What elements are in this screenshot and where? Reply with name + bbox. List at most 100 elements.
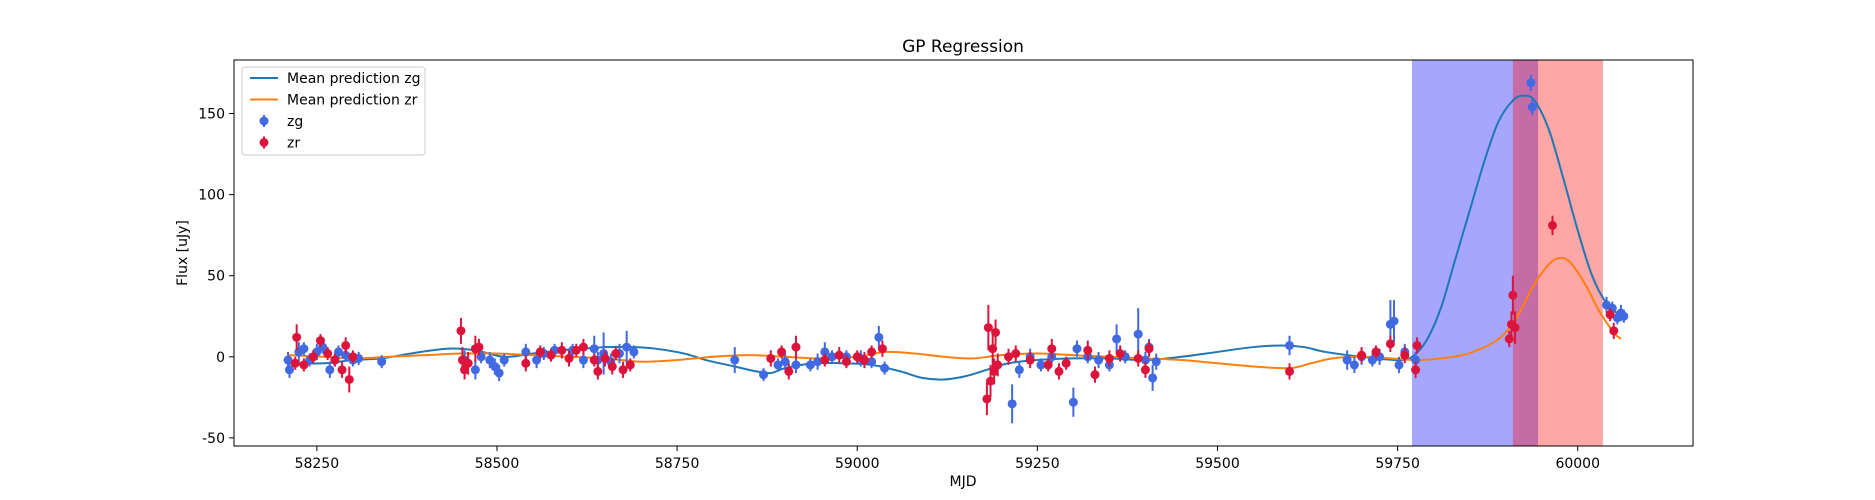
point-zg-3 xyxy=(299,342,309,356)
point-zr-67 xyxy=(1400,347,1410,364)
point-zg-19 xyxy=(494,364,504,382)
point-zr-9 xyxy=(344,366,354,393)
point-zr-5 xyxy=(323,347,333,361)
legend-label: zr xyxy=(287,136,300,152)
point-zr-47 xyxy=(991,319,1001,346)
point-zr-61 xyxy=(1140,361,1150,378)
point-zg-51 xyxy=(1036,358,1046,372)
point-zg-7 xyxy=(325,361,335,378)
point-zg-46 xyxy=(874,325,884,349)
point-zr-56 xyxy=(1083,340,1093,361)
point-zr-69 xyxy=(1412,337,1422,354)
point-zr-37 xyxy=(841,355,851,369)
point-zg-40 xyxy=(813,353,823,370)
point-zg-17 xyxy=(485,351,495,369)
point-zr-58 xyxy=(1104,350,1114,367)
point-zg-54 xyxy=(1072,340,1082,357)
legend-item-2: zg xyxy=(259,114,303,130)
point-zr-36 xyxy=(834,347,844,364)
point-zr-33 xyxy=(784,363,794,380)
point-zr-20 xyxy=(557,342,567,359)
point-zg-15 xyxy=(470,360,480,380)
point-zr-52 xyxy=(1043,358,1053,372)
y-tick-label: 0 xyxy=(216,350,225,366)
point-zg-72 xyxy=(1389,300,1399,343)
point-zg-33 xyxy=(629,345,639,359)
point-zr-16 xyxy=(474,338,484,356)
point-zg-53 xyxy=(1068,387,1078,417)
point-zr-27 xyxy=(607,358,617,375)
point-zr-30 xyxy=(625,358,635,372)
point-zr-22 xyxy=(571,343,581,357)
point-zr-59 xyxy=(1115,345,1125,362)
point-zr-38 xyxy=(852,350,862,364)
point-zr-54 xyxy=(1054,363,1064,380)
point-zg-65 xyxy=(1285,335,1295,356)
x-tick-label: 59250 xyxy=(1015,456,1060,472)
point-zr-4 xyxy=(315,334,325,348)
legend-item-1: Mean prediction zr xyxy=(250,93,418,109)
point-zg-48 xyxy=(1007,384,1017,424)
point-zr-49 xyxy=(1004,348,1014,365)
point-zg-47 xyxy=(880,361,890,375)
x-tick-label: 58750 xyxy=(655,456,700,472)
point-zr-11 xyxy=(456,317,466,344)
point-zr-34 xyxy=(791,335,801,359)
point-zr-39 xyxy=(859,351,869,369)
point-zr-68 xyxy=(1411,361,1421,378)
point-zr-35 xyxy=(820,353,830,367)
point-zr-50 xyxy=(1011,345,1021,362)
point-zr-74 xyxy=(1548,215,1558,236)
point-zg-22 xyxy=(532,351,542,369)
shaded-regions xyxy=(1412,60,1603,446)
point-zr-31 xyxy=(766,350,776,367)
x-tick-label: 58500 xyxy=(475,456,520,472)
shaded-region-0 xyxy=(1412,60,1539,446)
point-zr-73 xyxy=(1510,311,1520,344)
point-zr-2 xyxy=(299,358,309,372)
x-tick-label: 60000 xyxy=(1555,456,1600,472)
point-zg-37 xyxy=(780,353,790,370)
y-tick-label: 100 xyxy=(198,188,225,204)
point-zr-14 xyxy=(463,351,473,375)
point-zr-66 xyxy=(1385,335,1395,352)
point-zg-73 xyxy=(1394,356,1404,374)
point-zg-42 xyxy=(827,350,837,364)
point-zg-1 xyxy=(284,361,294,378)
point-zr-42 xyxy=(982,382,992,416)
x-tick-label: 59750 xyxy=(1375,456,1420,472)
point-zr-23 xyxy=(578,338,588,356)
plot-background xyxy=(234,60,1693,446)
point-zr-53 xyxy=(1047,338,1057,359)
data-points xyxy=(283,74,1629,424)
point-zr-10 xyxy=(348,350,358,364)
x-tick-label: 58250 xyxy=(295,456,340,472)
legend-label: Mean prediction zg xyxy=(287,71,421,87)
point-zg-35 xyxy=(759,368,769,382)
point-zg-82 xyxy=(1619,309,1629,323)
point-zr-72 xyxy=(1508,275,1518,315)
point-zr-19 xyxy=(546,348,556,362)
plot-frame xyxy=(233,59,1694,447)
point-zr-25 xyxy=(593,363,603,380)
point-zg-20 xyxy=(499,353,509,367)
legend-item-0: Mean prediction zg xyxy=(250,71,421,87)
point-zr-8 xyxy=(341,337,351,354)
legend-box xyxy=(241,66,426,156)
legend-label: Mean prediction zr xyxy=(287,93,418,109)
point-zg-13 xyxy=(377,355,387,369)
point-zg-58 xyxy=(1112,324,1122,354)
point-zr-17 xyxy=(521,355,531,372)
point-zg-66 xyxy=(1342,350,1352,370)
point-zg-67 xyxy=(1349,356,1359,374)
x-axis-ticks: 58250 58500 58750 59000 59250 59500 59750 60000 xyxy=(295,446,1600,472)
point-zg-9 xyxy=(333,345,343,359)
point-zg-77 xyxy=(1527,98,1537,116)
x-tick-label: 59500 xyxy=(1195,456,1240,472)
point-zg-64 xyxy=(1151,353,1161,370)
point-zg-32 xyxy=(622,330,632,364)
point-zr-63 xyxy=(1285,363,1295,380)
point-zr-7 xyxy=(337,361,347,378)
point-zr-60 xyxy=(1133,350,1143,367)
